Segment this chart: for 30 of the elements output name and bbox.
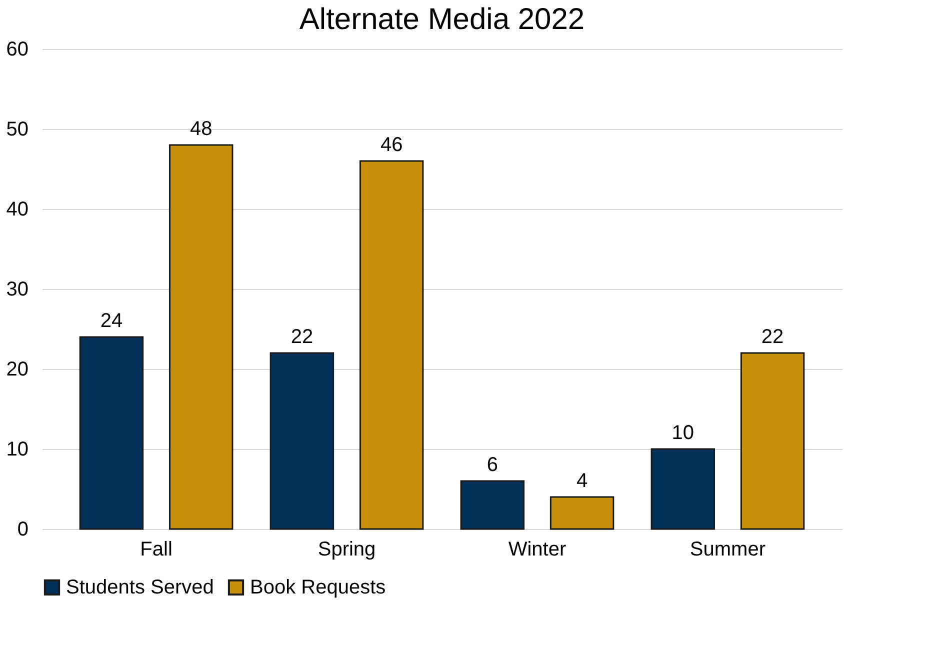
data-label: 46 (380, 134, 403, 156)
x-tick-label: Winter (508, 538, 566, 560)
data-label: 10 (672, 422, 694, 444)
bar (550, 496, 614, 530)
bar (650, 448, 716, 530)
data-label: 22 (290, 326, 314, 348)
legend-label: Book Requests (250, 576, 386, 598)
x-tick-label: Summer (690, 538, 766, 560)
y-tick-label: 20 (6, 358, 28, 380)
bar (79, 336, 144, 530)
chart-title: Alternate Media 2022 (299, 3, 585, 36)
data-label: 4 (576, 470, 588, 492)
bar (740, 352, 805, 530)
y-tick-label: 60 (6, 38, 28, 60)
bar (460, 480, 525, 530)
bar (270, 352, 334, 530)
y-tick-label: 0 (17, 518, 28, 540)
data-label: 22 (761, 326, 784, 348)
y-tick-label: 10 (6, 438, 28, 460)
y-tick-label: 40 (6, 198, 28, 220)
data-label: 24 (100, 310, 123, 332)
bar (168, 144, 234, 530)
x-tick-label: Spring (318, 538, 376, 560)
y-tick-label: 50 (6, 118, 28, 140)
y-tick-label: 30 (6, 278, 28, 300)
data-label: 6 (486, 454, 498, 476)
legend-label: Students Served (66, 576, 214, 598)
data-label: 48 (190, 118, 212, 140)
x-tick-label: Fall (140, 538, 172, 560)
bar (359, 160, 424, 530)
